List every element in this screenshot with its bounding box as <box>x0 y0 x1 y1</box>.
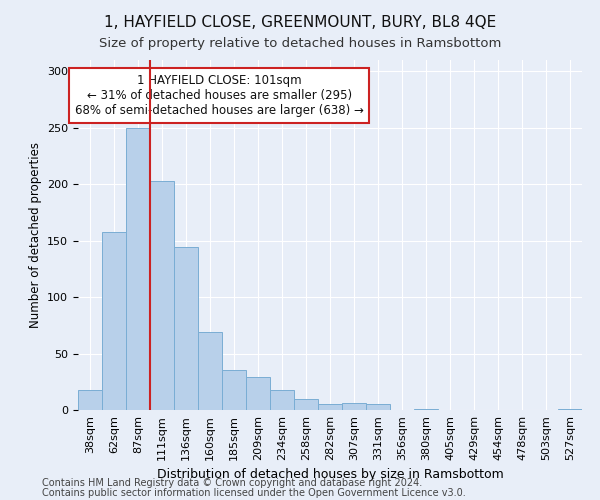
Bar <box>270 390 294 410</box>
Bar <box>246 378 270 410</box>
Bar <box>78 390 102 410</box>
Text: 1, HAYFIELD CLOSE, GREENMOUNT, BURY, BL8 4QE: 1, HAYFIELD CLOSE, GREENMOUNT, BURY, BL8… <box>104 15 496 30</box>
Bar <box>126 128 150 410</box>
Bar <box>294 398 318 410</box>
Y-axis label: Number of detached properties: Number of detached properties <box>29 142 41 328</box>
Bar <box>318 404 342 410</box>
Bar <box>198 332 222 410</box>
Bar <box>366 404 390 410</box>
Text: Contains public sector information licensed under the Open Government Licence v3: Contains public sector information licen… <box>42 488 466 498</box>
Bar <box>222 370 246 410</box>
Bar <box>150 181 174 410</box>
Bar <box>414 409 438 410</box>
Bar <box>102 232 126 410</box>
Text: 1 HAYFIELD CLOSE: 101sqm
← 31% of detached houses are smaller (295)
68% of semi-: 1 HAYFIELD CLOSE: 101sqm ← 31% of detach… <box>74 74 364 117</box>
Bar <box>342 403 366 410</box>
Text: Size of property relative to detached houses in Ramsbottom: Size of property relative to detached ho… <box>99 38 501 51</box>
Bar <box>174 248 198 410</box>
X-axis label: Distribution of detached houses by size in Ramsbottom: Distribution of detached houses by size … <box>157 468 503 481</box>
Bar <box>558 409 582 410</box>
Text: Contains HM Land Registry data © Crown copyright and database right 2024.: Contains HM Land Registry data © Crown c… <box>42 478 422 488</box>
